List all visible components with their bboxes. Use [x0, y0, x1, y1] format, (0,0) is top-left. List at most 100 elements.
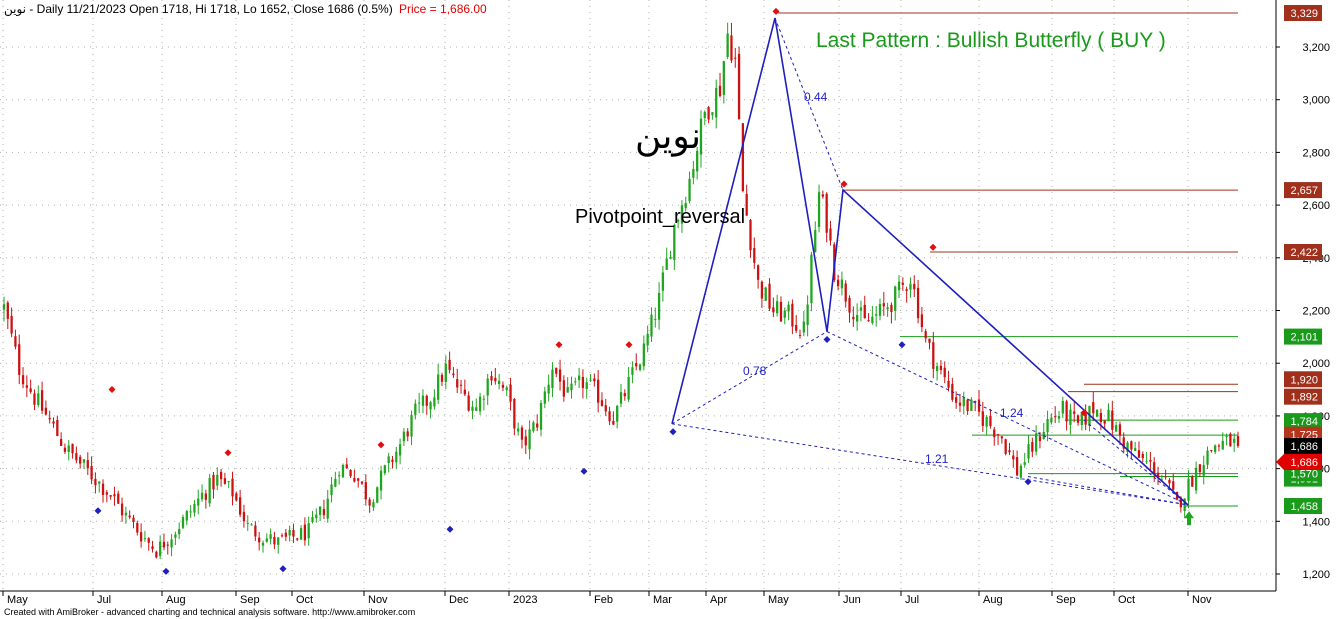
candle-body — [338, 475, 341, 477]
candle — [63, 443, 67, 455]
candle-body — [418, 402, 421, 404]
candle-body — [71, 443, 74, 454]
candle — [669, 250, 672, 260]
candle — [299, 525, 303, 540]
candle-body — [440, 374, 444, 382]
price-badge: 1,686 — [1276, 453, 1322, 470]
price-badge-label: 1,686 — [1290, 457, 1318, 469]
candle-body — [1130, 441, 1133, 450]
candle-body — [18, 344, 21, 375]
candle-body — [513, 399, 516, 429]
candle-body — [1225, 436, 1228, 438]
candle-body — [159, 541, 162, 556]
pivot-low-marker — [94, 507, 102, 515]
candle — [577, 367, 581, 388]
x-tick-label: Apr — [710, 594, 727, 606]
candle-body — [178, 529, 181, 535]
candle-body — [737, 53, 741, 120]
candle-body — [608, 411, 611, 422]
candle-body — [208, 477, 211, 504]
candle-body — [779, 301, 783, 322]
candle — [235, 491, 238, 502]
candle-body — [924, 331, 927, 339]
candle-body — [86, 460, 89, 469]
candle-body — [322, 509, 326, 516]
candle-body — [688, 178, 691, 202]
candle — [29, 379, 32, 394]
candle — [536, 414, 539, 432]
candle — [402, 428, 406, 447]
pivot-low-marker — [898, 341, 906, 349]
price-badge-bg — [1284, 498, 1322, 515]
candle — [791, 299, 794, 335]
candle — [1012, 450, 1015, 468]
candle-body — [932, 342, 935, 369]
candle-body — [387, 456, 390, 464]
candle-body — [1031, 442, 1034, 452]
candle-body — [631, 367, 634, 375]
y-tick-label: 1,200 — [1302, 569, 1330, 581]
candle-body — [1168, 479, 1171, 484]
candle-body — [776, 301, 779, 314]
candle-body — [1217, 445, 1221, 447]
candle-body — [753, 247, 756, 263]
candle — [265, 533, 268, 543]
candle — [684, 196, 687, 212]
candle — [410, 410, 413, 446]
candle — [798, 329, 802, 339]
candle-body — [1137, 450, 1141, 458]
candle-body — [398, 444, 402, 456]
candle-body — [1229, 433, 1232, 447]
candle — [935, 362, 939, 381]
candle — [855, 303, 859, 331]
candle-body — [905, 289, 908, 291]
candle — [1160, 474, 1163, 481]
candle-body — [1236, 436, 1240, 446]
candle-body — [943, 367, 946, 378]
candle-body — [1126, 442, 1129, 452]
candle — [82, 459, 86, 469]
price-badge-label: 2,657 — [1290, 185, 1318, 197]
candle-body — [825, 193, 828, 233]
candle-body — [650, 314, 653, 337]
candle-body — [128, 515, 131, 518]
candle — [1229, 432, 1232, 447]
candle-body — [113, 494, 116, 497]
x-tick-label: Nov — [368, 594, 388, 606]
candle-body — [216, 474, 219, 486]
candle — [650, 307, 653, 343]
candle — [1065, 399, 1068, 431]
candle — [197, 489, 200, 515]
x-tick-label: Jul — [97, 594, 111, 606]
candle-body — [692, 168, 695, 178]
candle — [776, 294, 779, 317]
candle-body — [219, 471, 223, 480]
candle-body — [1015, 457, 1019, 476]
candle — [21, 367, 25, 389]
candle — [1137, 441, 1141, 458]
candle-body — [616, 405, 619, 422]
candle — [943, 361, 946, 384]
buy-arrow-icon — [1184, 511, 1194, 526]
candle — [589, 374, 592, 382]
candle-body — [494, 377, 497, 382]
pivot-markers — [94, 7, 1194, 575]
candle-body — [101, 483, 105, 495]
candle — [475, 398, 478, 412]
candle — [490, 371, 493, 386]
candle-body — [1179, 497, 1183, 508]
candle — [928, 338, 931, 350]
candle-body — [1046, 419, 1049, 433]
candle-body — [783, 310, 786, 318]
candle — [189, 504, 192, 518]
candle — [947, 370, 950, 392]
candle-body — [817, 192, 821, 227]
candle-body — [1122, 437, 1125, 449]
candle-body — [280, 535, 284, 537]
candle-body — [646, 333, 649, 346]
candle — [1194, 461, 1198, 494]
candle-body — [642, 343, 645, 367]
candle — [939, 360, 943, 375]
candle-body — [402, 431, 406, 442]
price-badge-label: 1,920 — [1290, 374, 1318, 386]
